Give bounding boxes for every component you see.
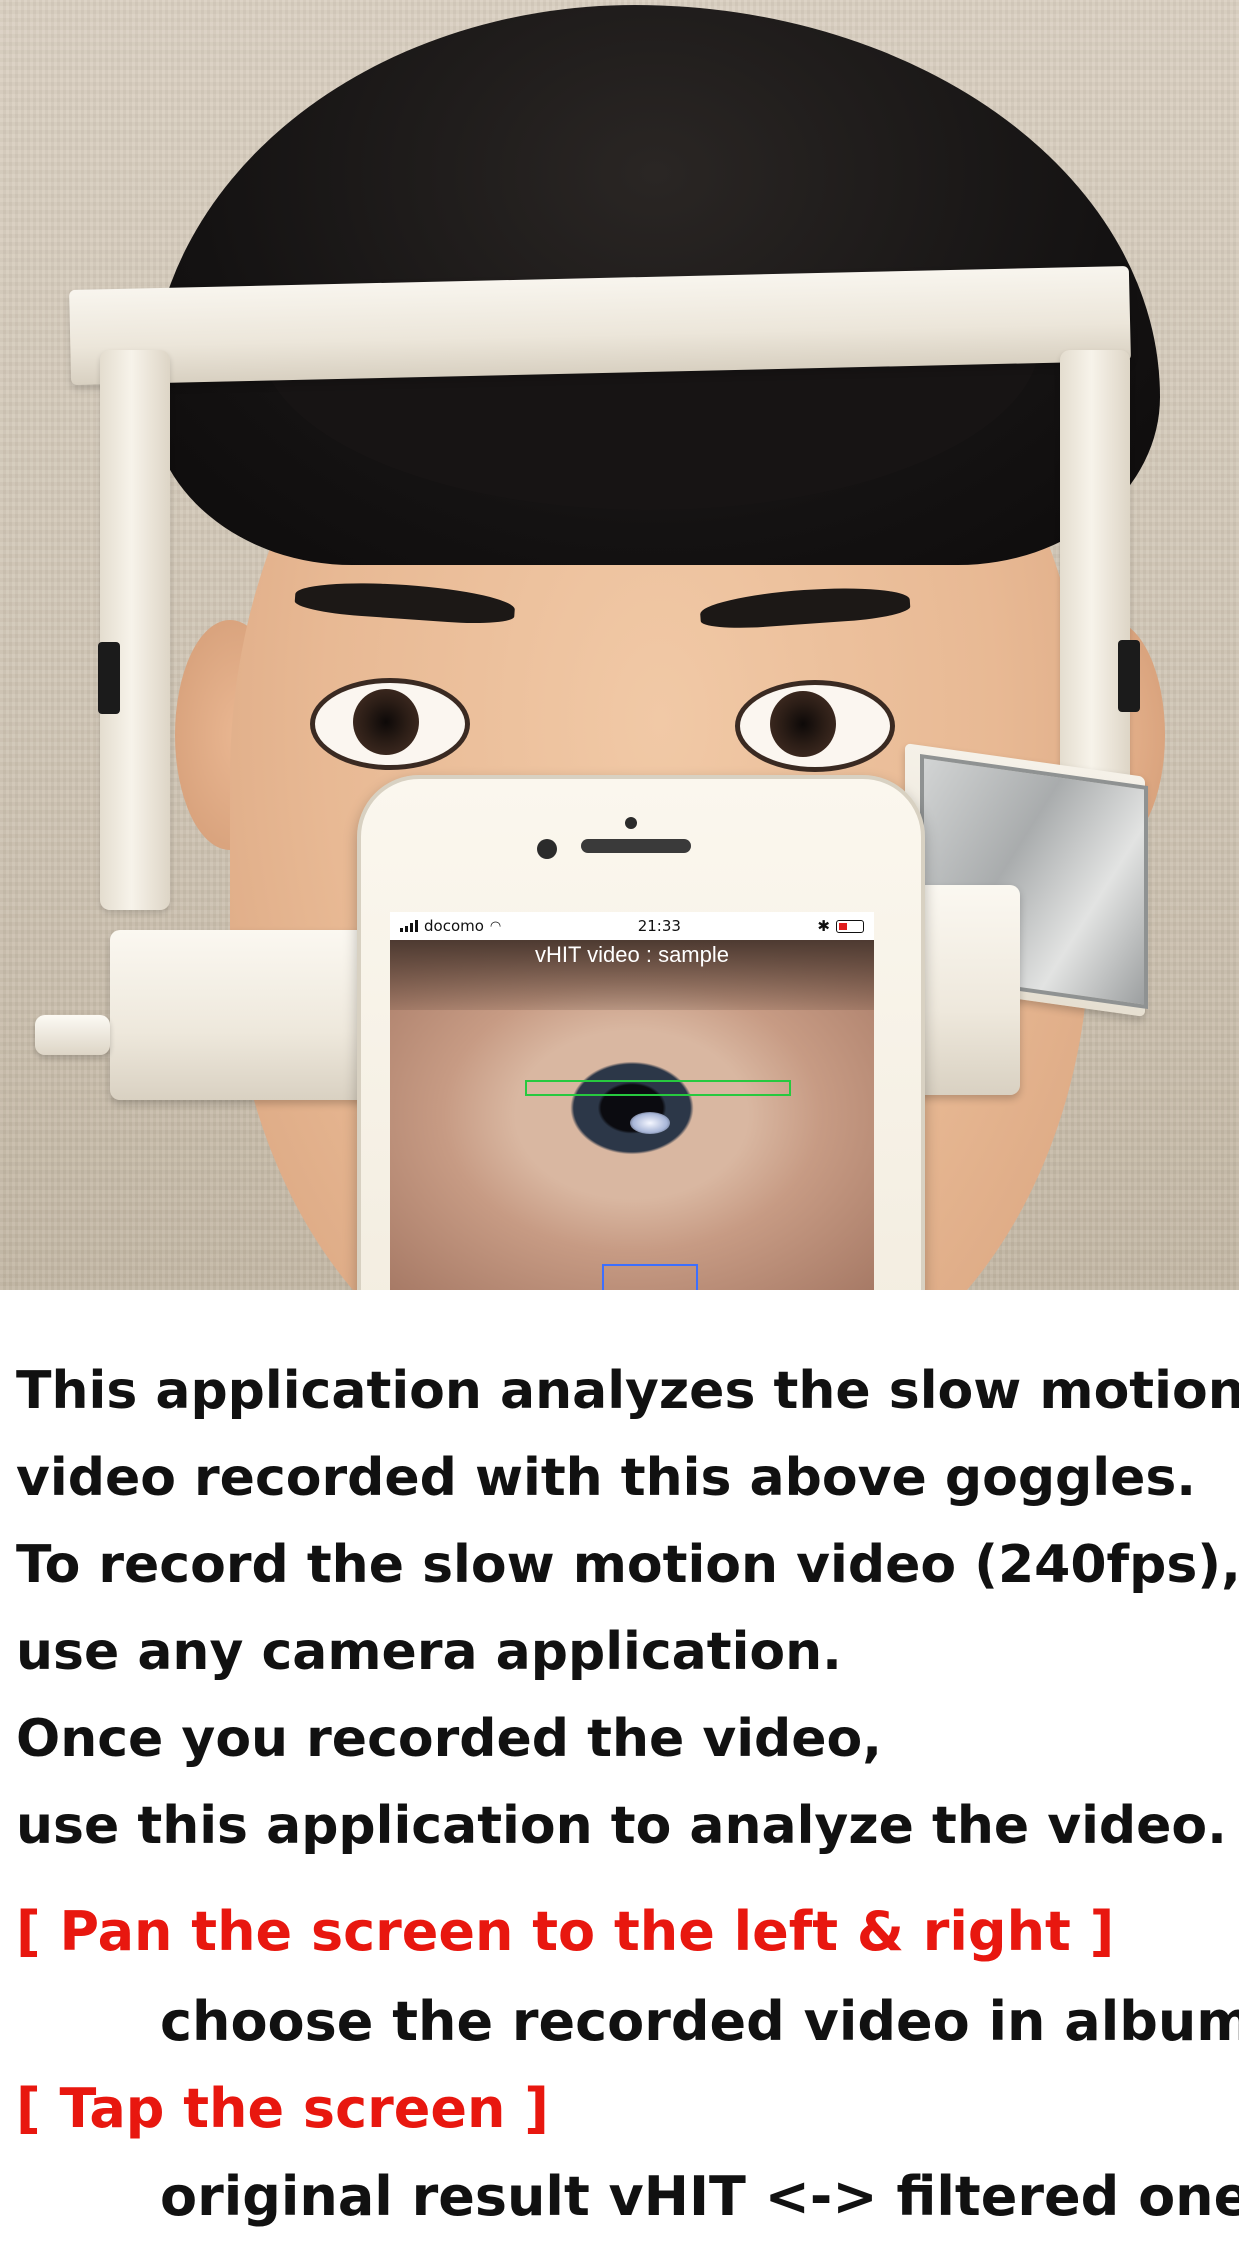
description: This application analyzes the slow motio… bbox=[16, 1348, 1239, 1870]
goggle-strap bbox=[1118, 640, 1140, 712]
clock: 21:33 bbox=[637, 917, 681, 935]
goggle-frame-post bbox=[1060, 350, 1130, 810]
iris bbox=[353, 689, 419, 755]
pupil-glint bbox=[630, 1112, 670, 1134]
phone-speaker bbox=[581, 839, 691, 853]
clamp-knob bbox=[35, 1015, 110, 1055]
status-left: docomo ◠ bbox=[400, 917, 501, 935]
eye bbox=[310, 678, 470, 770]
phone-screen[interactable]: docomo ◠ 21:33 ✱ vHIT video : sample bbox=[390, 912, 874, 1290]
battery-icon bbox=[835, 919, 864, 933]
goggle-frame-post bbox=[100, 350, 170, 910]
pan-gesture-description: choose the recorded video in album. bbox=[160, 1990, 1239, 2053]
description-line: use this application to analyze the vide… bbox=[16, 1796, 1227, 1856]
video-title: vHIT video : sample bbox=[534, 942, 729, 967]
wifi-icon: ◠ bbox=[489, 918, 502, 934]
phone-sensor bbox=[625, 817, 637, 829]
description-line: This application analyzes the slow motio… bbox=[16, 1361, 1239, 1421]
tap-gesture-title: [ Tap the screen ] bbox=[16, 2077, 549, 2140]
signal-icon bbox=[400, 920, 418, 932]
tap-gesture-description: original result vHIT <-> filtered one. bbox=[160, 2165, 1239, 2228]
eyelid-shadow bbox=[390, 940, 874, 1010]
status-bar: docomo ◠ 21:33 ✱ bbox=[390, 912, 874, 940]
eye bbox=[735, 680, 895, 772]
eye-tracking-roi bbox=[525, 1080, 791, 1096]
status-right: ✱ bbox=[817, 917, 864, 935]
face-tracking-roi bbox=[602, 1264, 698, 1290]
goggles-photo: docomo ◠ 21:33 ✱ vHIT video : sample bbox=[0, 0, 1239, 1290]
goggle-strap bbox=[98, 642, 120, 714]
pan-gesture-title: [ Pan the screen to the left & right ] bbox=[16, 1900, 1115, 1963]
carrier-label: docomo bbox=[424, 917, 484, 935]
description-line: To record the slow motion video (240fps)… bbox=[16, 1535, 1239, 1595]
iris bbox=[770, 691, 836, 757]
bluetooth-icon: ✱ bbox=[817, 917, 830, 935]
description-line: video recorded with this above goggles. bbox=[16, 1448, 1197, 1508]
description-line: use any camera application. bbox=[16, 1622, 842, 1682]
description-line: Once you recorded the video, bbox=[16, 1709, 883, 1769]
phone-clamp bbox=[110, 930, 380, 1100]
front-camera-icon bbox=[537, 839, 557, 859]
